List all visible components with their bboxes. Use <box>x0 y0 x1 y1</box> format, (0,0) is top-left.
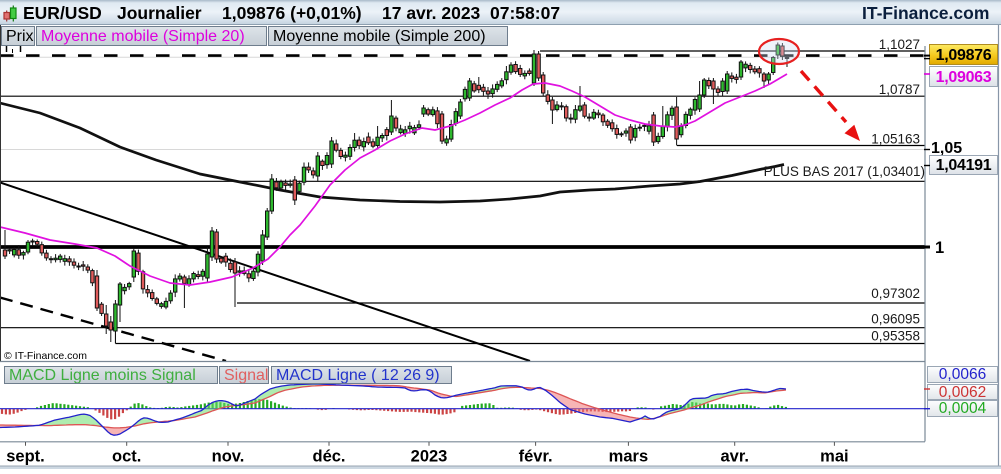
svg-text:oct.: oct. <box>112 448 141 466</box>
svg-text:PLUS BAS 2017 (1,03401): PLUS BAS 2017 (1,03401) <box>764 164 925 179</box>
svg-text:avr.: avr. <box>720 448 748 466</box>
svg-text:1,0787: 1,0787 <box>879 82 920 97</box>
svg-text:© IT-Finance.com: © IT-Finance.com <box>4 350 87 362</box>
svg-text:2023: 2023 <box>411 448 448 466</box>
svg-text:nov.: nov. <box>212 448 245 466</box>
svg-text:déc.: déc. <box>312 448 345 466</box>
svg-text:0,97302: 0,97302 <box>871 286 920 301</box>
svg-text:févr.: févr. <box>519 448 553 466</box>
svg-text:mars: mars <box>609 448 648 466</box>
svg-text:1,05163: 1,05163 <box>871 132 920 147</box>
svg-text:0,96095: 0,96095 <box>871 312 920 327</box>
svg-text:sept.: sept. <box>6 448 45 466</box>
svg-text:1,1027: 1,1027 <box>879 37 920 52</box>
svg-text:0,95358: 0,95358 <box>871 329 920 344</box>
svg-text:mai: mai <box>820 448 848 466</box>
